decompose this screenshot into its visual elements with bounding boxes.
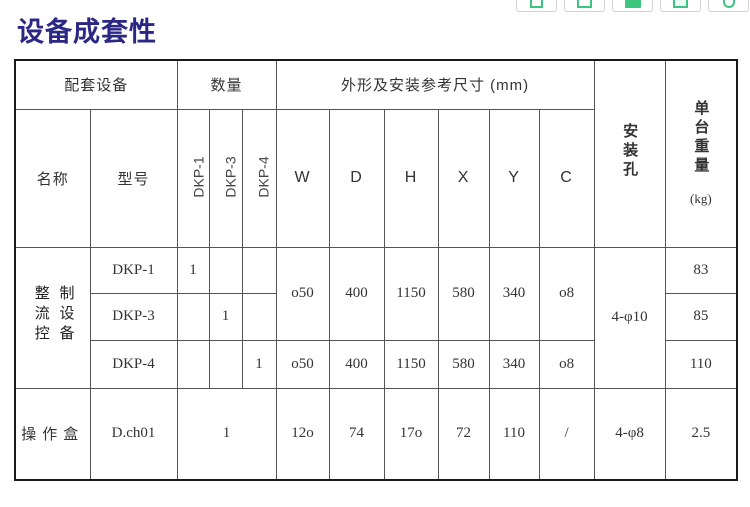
mounting-hole-vertical-label: 安装孔 xyxy=(621,122,639,180)
header-quantity: 数量 xyxy=(176,59,277,110)
cell-dim-x: 72 xyxy=(437,387,490,481)
table-row-operation-box: 操作盒 D.ch01 1 12o 74 17o 72 110 / 4-φ8 2.… xyxy=(14,387,738,481)
cell-dim-c: / xyxy=(538,387,595,481)
cropped-green-icon xyxy=(722,0,735,8)
cell-weight: 85 xyxy=(664,292,738,341)
cell-qty-dkp1: 1 xyxy=(176,246,210,294)
cell-qty-dkp3: 1 xyxy=(208,292,243,341)
cell-dim-w: o50 xyxy=(275,339,330,389)
dkp1-rotated-label: DKP-1 xyxy=(190,156,207,198)
toolbar-button-2[interactable] xyxy=(564,0,605,12)
header-row-2: 名称 型号 DKP-1 DKP-3 DKP-4 W D H X Y C xyxy=(14,108,737,248)
cell-weight: 110 xyxy=(664,339,738,389)
toolbar-button-5[interactable] xyxy=(708,0,749,12)
cell-model: D.ch01 xyxy=(89,387,178,481)
cell-dim-h: 1150 xyxy=(383,246,439,341)
cell-group-name: 整流控制设备 xyxy=(14,246,91,389)
toolbar-button-4[interactable] xyxy=(660,0,701,12)
header-model: 型号 xyxy=(89,108,178,248)
cell-dim-c: o8 xyxy=(538,246,595,341)
cell-mounting-hole: 4-φ10 xyxy=(593,246,666,389)
cell-group-name: 操作盒 xyxy=(14,387,91,481)
cell-model: DKP-3 xyxy=(89,292,178,341)
cell-dim-y: 340 xyxy=(488,246,540,341)
cell-qty-dkp4 xyxy=(241,292,277,341)
cell-dim-w: o50 xyxy=(275,246,330,341)
header-dim-x: X xyxy=(437,108,490,248)
cell-dim-h: 1150 xyxy=(383,339,439,389)
cell-dim-w: 12o xyxy=(275,387,330,481)
cell-dim-x: 580 xyxy=(437,339,490,389)
page-title: 设备成套性 xyxy=(17,17,157,47)
rectifier-control-equipment-label: 整流控制设备 xyxy=(32,285,74,345)
cell-mounting-hole: 4-φ8 xyxy=(593,387,666,481)
dkp4-rotated-label: DKP-4 xyxy=(255,156,272,198)
header-qty-dkp3: DKP-3 xyxy=(208,108,243,248)
cell-dim-x: 580 xyxy=(437,246,490,341)
table-row-dkp1: 整流控制设备 DKP-1 1 o50 400 1150 580 340 o8 4… xyxy=(14,246,738,389)
header-mounting-hole: 安装孔 xyxy=(593,59,666,248)
cell-dim-d: 400 xyxy=(328,246,385,341)
header-dim-d: D xyxy=(328,108,385,248)
header-dim-h: H xyxy=(383,108,439,248)
cell-dim-h: 17o xyxy=(383,387,439,481)
header-matching-equipment: 配套设备 xyxy=(14,59,178,110)
cell-qty-dkp1 xyxy=(176,292,210,341)
cell-dim-d: 74 xyxy=(328,387,385,481)
cell-dim-y: 110 xyxy=(488,387,540,481)
header-name: 名称 xyxy=(14,108,91,248)
header-dim-c: C xyxy=(538,108,595,248)
dkp3-rotated-label: DKP-3 xyxy=(222,156,239,198)
cropped-green-icon xyxy=(577,0,592,8)
header-qty-dkp1: DKP-1 xyxy=(176,108,210,248)
header-row-1: 配套设备 数量 外形及安装参考尺寸 (mm) 安装孔 单台重量 (kg) xyxy=(14,59,738,248)
cell-model: DKP-1 xyxy=(89,246,178,294)
cell-weight: 2.5 xyxy=(664,387,738,481)
cropped-green-icon xyxy=(530,0,543,8)
cell-qty-dkp4: 1 xyxy=(241,339,277,389)
header-unit-weight: 单台重量 (kg) xyxy=(664,59,738,248)
cell-dim-y: 340 xyxy=(488,339,540,389)
header-dim-y: Y xyxy=(488,108,540,248)
toolbar-button-3[interactable] xyxy=(612,0,653,12)
equipment-spec-table: 配套设备 数量 外形及安装参考尺寸 (mm) 安装孔 单台重量 (kg) 名称 … xyxy=(14,59,739,481)
cell-qty: 1 xyxy=(176,387,277,481)
header-qty-dkp4: DKP-4 xyxy=(241,108,277,248)
header-dimensions: 外形及安装参考尺寸 (mm) xyxy=(275,59,595,110)
toolbar-button-1[interactable] xyxy=(516,0,557,12)
image-viewer-toolbar xyxy=(516,0,749,12)
cell-qty-dkp3 xyxy=(208,339,243,389)
cell-dim-d: 400 xyxy=(328,339,385,389)
unit-weight-vertical-label: 单台重量 xyxy=(692,100,710,177)
cell-weight: 83 xyxy=(664,246,738,294)
table-row-dkp4: DKP-4 1 o50 400 1150 580 340 o8 110 xyxy=(15,339,738,389)
header-dim-w: W xyxy=(275,108,330,248)
cell-dim-c: o8 xyxy=(538,339,595,389)
cell-qty-dkp3 xyxy=(208,246,243,294)
unit-weight-unit: (kg) xyxy=(690,191,712,207)
cell-model: DKP-4 xyxy=(89,339,178,389)
cell-qty-dkp4 xyxy=(241,246,277,294)
cropped-green-icon xyxy=(673,0,688,8)
cell-qty-dkp1 xyxy=(176,339,210,389)
cropped-green-icon xyxy=(624,0,641,8)
